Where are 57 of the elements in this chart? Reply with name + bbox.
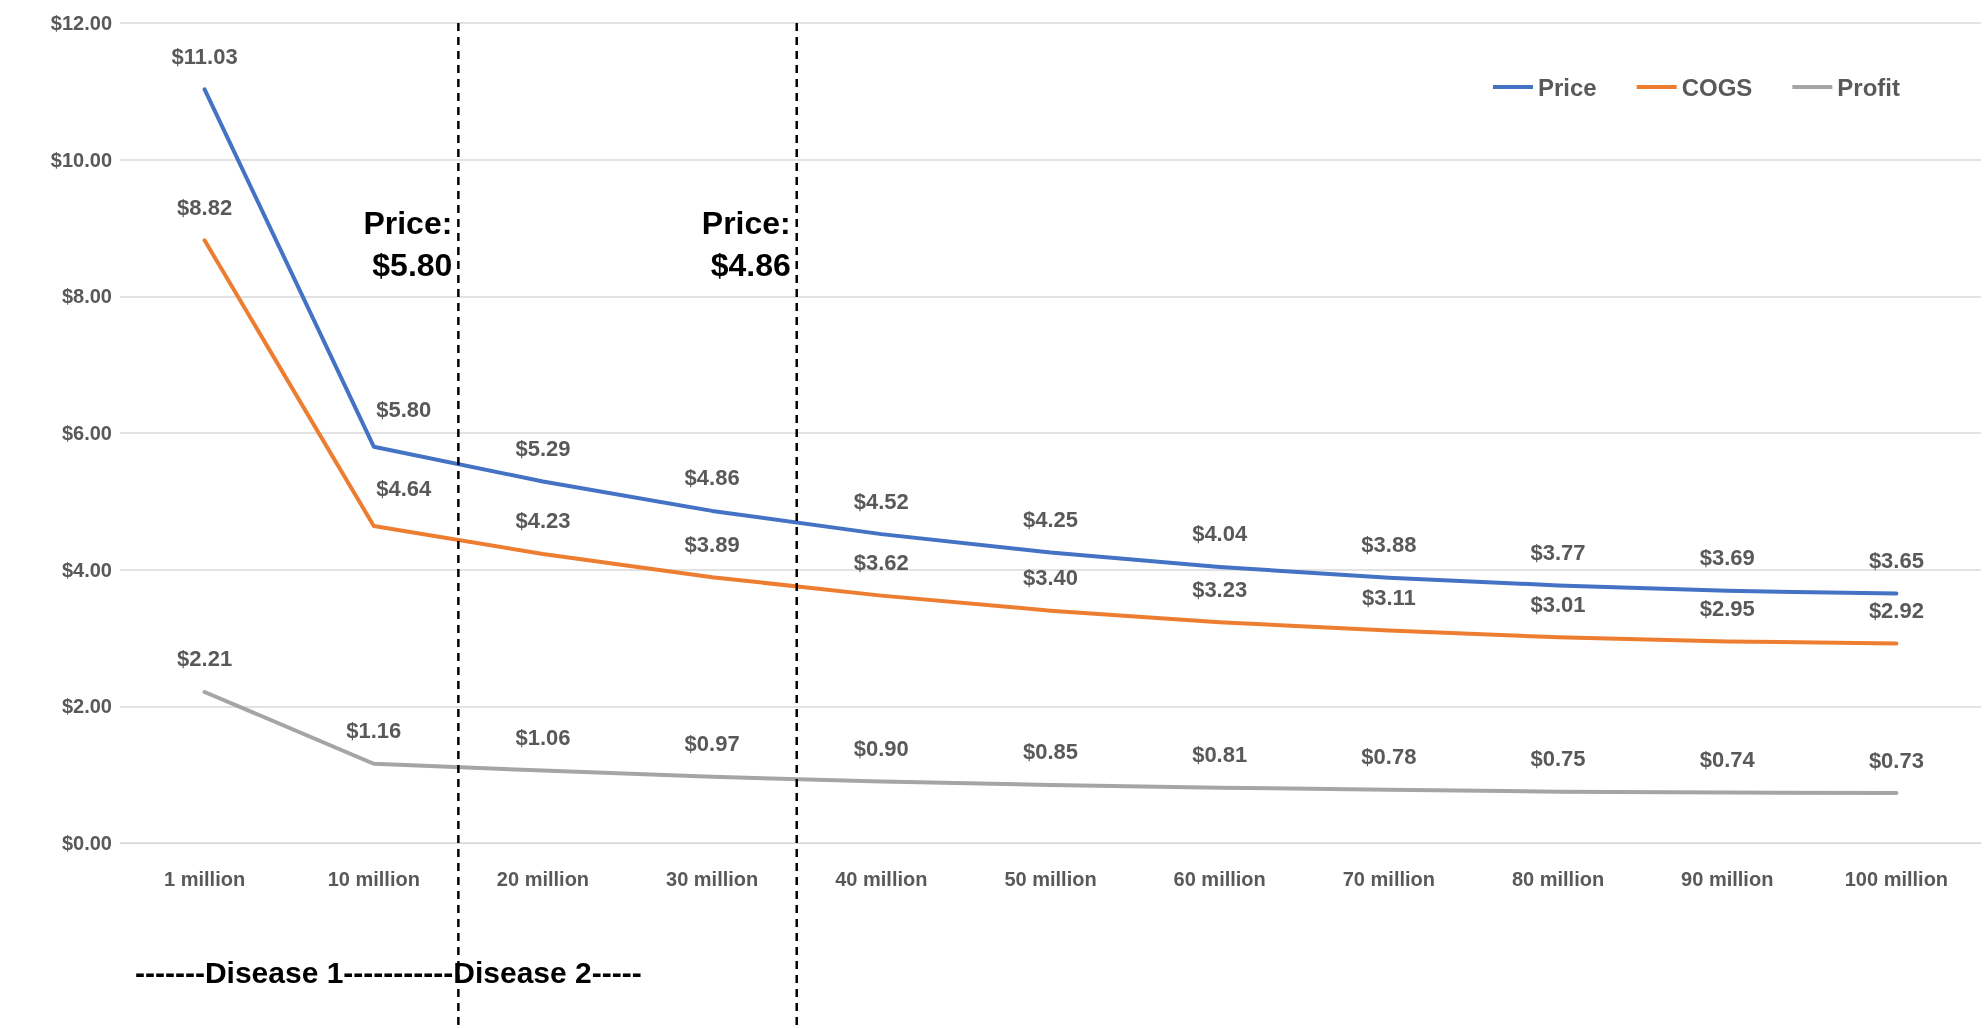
text: $3.11 (1361, 584, 1416, 610)
text: $2.95 (1699, 595, 1755, 621)
text: $5.80 (376, 397, 432, 423)
x-tick-label: 70 million (1342, 868, 1435, 890)
y-tick-label: $6.00 (61, 422, 112, 444)
text: $3.88 (1361, 532, 1417, 558)
y-tick-label: $12.00 (50, 12, 112, 34)
legend-label: COGS (1681, 73, 1753, 101)
x-tick-label: 50 million (1004, 868, 1097, 890)
text: $4.04 (1192, 521, 1248, 547)
annotation: Price: $4.86 (700, 204, 791, 285)
text: $3.77 (1530, 539, 1586, 565)
x-tick-label: 40 million (835, 868, 928, 890)
text: $1.06 (515, 725, 571, 751)
text: -------Disease 1-----------Disease 2----- (135, 955, 642, 991)
text: $4.64 (376, 476, 432, 502)
text: $0.81 (1192, 742, 1248, 768)
text: $0.73 (1868, 747, 1924, 773)
text: $1.16 (346, 718, 402, 744)
y-tick-label: $2.00 (61, 695, 112, 718)
annotation: Price: $5.80 (362, 204, 453, 285)
x-tick-label: 1 million (164, 868, 246, 890)
text: $3.89 (684, 531, 740, 557)
text: $2.21 (177, 646, 233, 672)
text: $4.86 (684, 465, 740, 491)
text: $3.40 (1022, 565, 1079, 591)
x-tick-label: 60 million (1173, 868, 1266, 890)
text: $8.82 (177, 194, 233, 220)
text: $5.29 (515, 436, 571, 462)
x-tick-label: 30 million (666, 868, 759, 890)
y-tick-label: $0.00 (61, 832, 112, 854)
y-tick-label: $4.00 (61, 558, 112, 581)
text: $0.90 (853, 736, 909, 761)
text: $4.25 (1022, 507, 1079, 533)
y-tick-label: $10.00 (50, 148, 112, 171)
text: $3.23 (1192, 576, 1248, 602)
legend-label: Price (1537, 73, 1597, 101)
text: $0.97 (684, 731, 740, 757)
text: $0.78 (1361, 744, 1417, 770)
legend-label: Profit (1837, 73, 1901, 101)
y-tick-label: $8.00 (61, 285, 112, 308)
text: $3.69 (1699, 545, 1755, 571)
text: $4.52 (853, 488, 909, 514)
text: $2.92 (1868, 597, 1924, 623)
text: $3.65 (1868, 548, 1924, 574)
text: $0.85 (1022, 739, 1079, 765)
x-tick-label: 10 million (327, 868, 420, 890)
text: $0.75 (1530, 746, 1586, 772)
text: $3.01 (1530, 591, 1586, 617)
x-tick-label: 20 million (496, 868, 590, 890)
x-tick-label: 90 million (1681, 868, 1774, 890)
x-tick-label: 80 million (1511, 868, 1605, 890)
x-tick-label: 100 million (1844, 868, 1949, 890)
text: $4.23 (515, 508, 571, 534)
text: $0.74 (1699, 746, 1755, 772)
text: $3.62 (853, 550, 909, 576)
text: $11.03 (171, 43, 238, 69)
